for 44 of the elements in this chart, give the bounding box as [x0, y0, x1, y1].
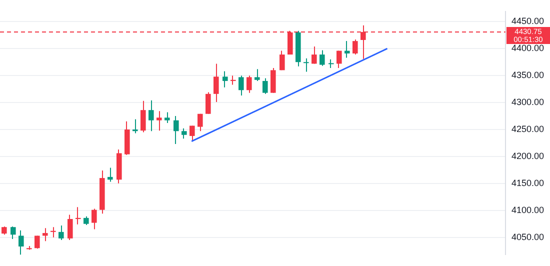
candlestick [58, 224, 64, 241]
candlestick [140, 100, 146, 133]
y-tick-label: 4450.00 [511, 16, 544, 26]
candlestick [304, 58, 309, 72]
candlestick [198, 113, 203, 132]
candlestick [76, 206, 81, 225]
candlestick [156, 110, 162, 132]
y-tick-label: 4150.00 [511, 178, 544, 188]
candlestick [42, 228, 48, 242]
y-tick-label: 4250.00 [511, 124, 544, 134]
y-tick-label: 4050.00 [511, 232, 544, 242]
candlestick [320, 50, 325, 66]
candlestick [238, 75, 244, 96]
candlestick [222, 70, 228, 88]
candlestick [206, 92, 211, 114]
y-tick-label: 4200.00 [511, 150, 544, 161]
y-tick-label: 4100.00 [511, 204, 544, 215]
candlestick [10, 226, 16, 240]
y-tick-label: 4300.00 [511, 97, 544, 108]
candlestick [270, 68, 276, 94]
candlestick [182, 128, 187, 140]
candlestick [254, 68, 260, 82]
candlestick [352, 38, 358, 56]
candlestick [132, 118, 138, 134]
candlestick [34, 235, 40, 250]
candlestick [18, 230, 24, 256]
y-tick-label: 4400.00 [511, 43, 544, 54]
candlestick [230, 75, 236, 86]
candlestick [246, 75, 252, 94]
candlestick [312, 46, 317, 64]
candlestick [108, 167, 113, 182]
y-tick-label: 4350.00 [511, 70, 544, 80]
candlestick [164, 112, 170, 124]
candlestick [174, 116, 179, 145]
candlestick [68, 214, 73, 241]
candlestick [190, 125, 195, 142]
candlestick [148, 100, 154, 132]
candlestick [344, 40, 350, 58]
candlestick [50, 226, 56, 238]
candlestick [280, 50, 285, 71]
candlestick [92, 208, 97, 230]
candlestick [336, 50, 342, 69]
candlestick [262, 78, 268, 94]
candlestick [214, 63, 219, 102]
